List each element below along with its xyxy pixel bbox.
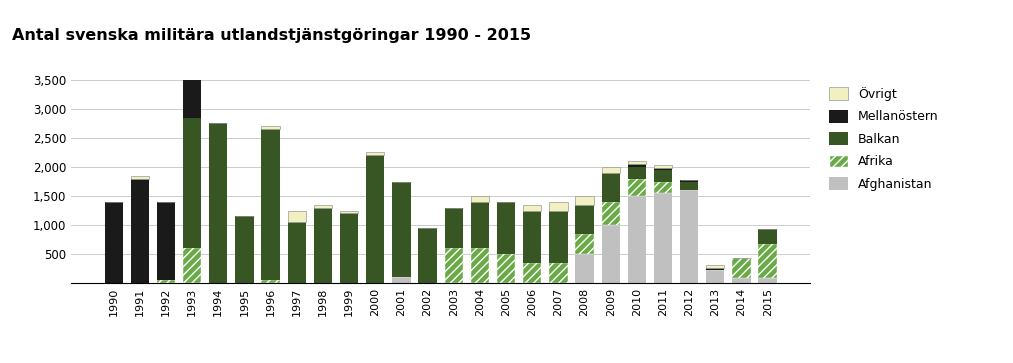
Bar (628, 179, 646, 196)
Bar (471, 202, 489, 248)
Bar (575, 205, 594, 234)
Bar (523, 211, 541, 263)
Bar (366, 152, 384, 155)
Bar (288, 211, 306, 222)
Bar (261, 126, 280, 129)
Bar (392, 277, 410, 283)
Bar (392, 182, 410, 277)
Bar (575, 254, 594, 283)
Legend: Övrigt, Mellanöstern, Balkan, Afrika, Afghanistan: Övrigt, Mellanöstern, Balkan, Afrika, Af… (824, 82, 943, 196)
Bar (261, 129, 280, 280)
Bar (314, 208, 332, 283)
Bar (235, 216, 253, 283)
Bar (628, 196, 646, 283)
Bar (471, 248, 489, 283)
Bar (549, 202, 567, 211)
Bar (445, 208, 463, 248)
Bar (340, 213, 359, 283)
Bar (706, 268, 724, 270)
Bar (131, 176, 149, 179)
Bar (575, 196, 594, 205)
Bar (445, 248, 463, 283)
Bar (653, 168, 673, 170)
Bar (653, 165, 673, 168)
Bar (131, 179, 149, 283)
Bar (706, 265, 724, 268)
Bar (575, 234, 594, 254)
Bar (759, 278, 777, 283)
Bar (602, 225, 620, 283)
Bar (183, 248, 202, 283)
Bar (314, 205, 332, 208)
Bar (523, 263, 541, 283)
Bar (183, 57, 202, 118)
Bar (549, 263, 567, 283)
Bar (340, 211, 359, 213)
Bar (209, 123, 228, 283)
Bar (759, 229, 777, 244)
Bar (628, 161, 646, 164)
Bar (418, 228, 437, 283)
Bar (366, 155, 384, 283)
Bar (157, 280, 175, 283)
Bar (602, 202, 620, 225)
Bar (680, 190, 698, 283)
Bar (157, 202, 175, 280)
Bar (549, 211, 567, 263)
Bar (653, 193, 673, 283)
Bar (497, 254, 516, 283)
Bar (628, 164, 646, 167)
Bar (288, 222, 306, 283)
Bar (653, 182, 673, 193)
Bar (471, 196, 489, 202)
Bar (732, 258, 751, 278)
Bar (602, 167, 620, 173)
Bar (602, 173, 620, 202)
Bar (628, 167, 646, 179)
Bar (653, 170, 673, 182)
Bar (523, 205, 541, 211)
Bar (706, 270, 724, 283)
Bar (261, 280, 280, 283)
Bar (759, 244, 777, 278)
Bar (104, 202, 123, 283)
Bar (680, 180, 698, 182)
Bar (680, 182, 698, 190)
Bar (183, 118, 202, 248)
Bar (732, 278, 751, 283)
Bar (497, 202, 516, 254)
Text: Antal svenska militära utlandstjänstgöringar 1990 - 2015: Antal svenska militära utlandstjänstgöri… (12, 28, 531, 43)
